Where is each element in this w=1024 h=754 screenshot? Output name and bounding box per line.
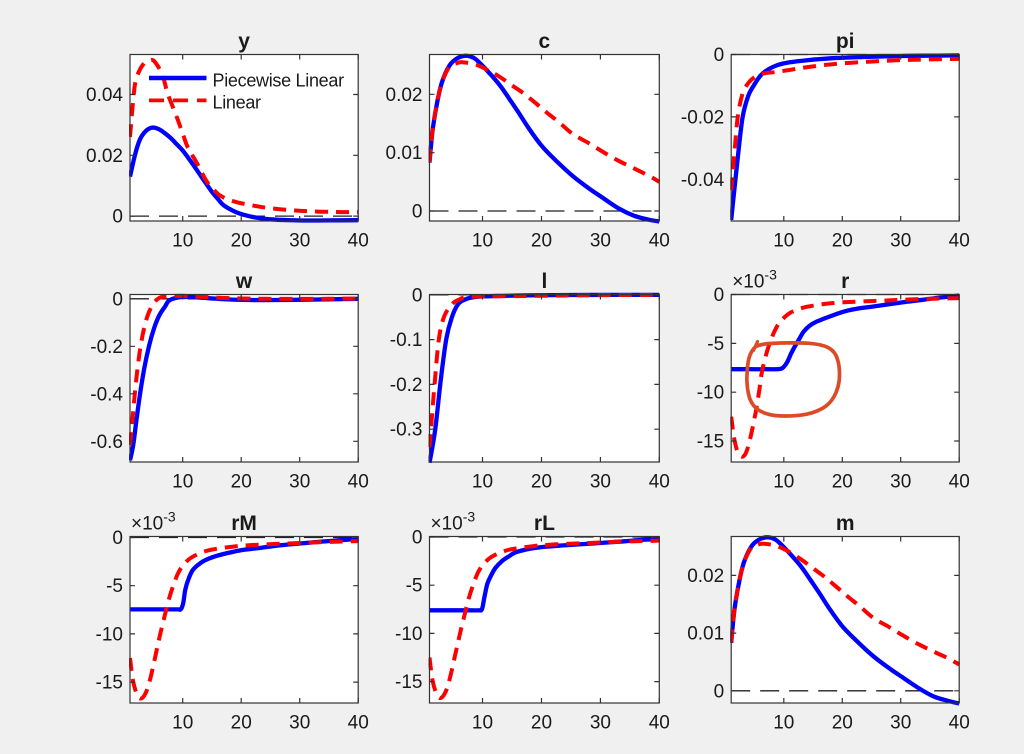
svg-text:30: 30 [890,713,911,734]
svg-text:20: 20 [832,472,853,493]
svg-text:10: 10 [773,713,794,734]
svg-text:0: 0 [412,285,423,306]
svg-text:40: 40 [649,472,670,493]
svg-text:30: 30 [289,713,310,734]
svg-text:-0.04: -0.04 [681,170,725,191]
svg-text:-0.2: -0.2 [90,337,123,358]
svg-text:-15: -15 [96,673,123,694]
svg-text:0: 0 [412,202,423,223]
svg-text:20: 20 [531,472,552,493]
svg-text:-15: -15 [697,432,724,453]
svg-text:30: 30 [890,472,911,493]
svg-text:10: 10 [472,713,493,734]
svg-text:10: 10 [172,713,193,734]
svg-text:m: m [836,512,855,535]
svg-text:40: 40 [949,713,970,734]
svg-text:-0.6: -0.6 [90,432,123,453]
svg-text:Piecewise Linear: Piecewise Linear [213,70,345,90]
svg-text:-0.4: -0.4 [90,384,123,405]
svg-text:0: 0 [714,681,725,702]
svg-text:30: 30 [289,472,310,493]
svg-text:40: 40 [649,231,670,252]
svg-text:30: 30 [289,231,310,252]
svg-text:r: r [841,270,849,293]
svg-text:pi: pi [836,30,855,53]
svg-text:40: 40 [348,231,369,252]
svg-text:-15: -15 [395,672,422,693]
svg-text:Linear: Linear [213,92,262,112]
svg-text:20: 20 [231,472,252,493]
svg-text:10: 10 [172,231,193,252]
svg-text:10: 10 [472,231,493,252]
svg-text:-10: -10 [395,624,422,645]
svg-text:30: 30 [590,713,611,734]
svg-text:10: 10 [773,472,794,493]
svg-text:40: 40 [649,713,670,734]
svg-text:0.01: 0.01 [386,143,423,164]
svg-text:10: 10 [472,472,493,493]
svg-text:0.01: 0.01 [687,624,724,645]
svg-text:c: c [539,30,551,53]
svg-text:20: 20 [531,713,552,734]
svg-text:0: 0 [714,45,725,66]
svg-text:-5: -5 [406,576,423,597]
svg-text:20: 20 [531,231,552,252]
svg-text:0.02: 0.02 [86,146,123,167]
svg-text:-0.02: -0.02 [681,107,724,128]
svg-text:40: 40 [949,231,970,252]
svg-text:-0.1: -0.1 [390,330,423,351]
svg-text:40: 40 [348,713,369,734]
svg-text:40: 40 [949,472,970,493]
svg-text:0: 0 [412,528,423,549]
svg-text:30: 30 [890,231,911,252]
svg-text:-5: -5 [707,334,724,355]
svg-text:20: 20 [832,231,853,252]
svg-text:0.04: 0.04 [86,85,123,106]
svg-text:0: 0 [714,285,725,306]
svg-text:10: 10 [172,472,193,493]
svg-text:w: w [235,270,253,293]
svg-text:20: 20 [231,713,252,734]
svg-text:rL: rL [534,512,555,535]
svg-text:30: 30 [590,472,611,493]
svg-text:-0.3: -0.3 [390,420,423,441]
svg-text:0.02: 0.02 [687,566,724,587]
svg-text:20: 20 [231,231,252,252]
svg-text:rM: rM [231,512,257,535]
svg-text:y: y [238,30,250,53]
svg-text:10: 10 [773,231,794,252]
svg-text:0: 0 [112,289,123,310]
svg-text:0: 0 [112,207,123,228]
svg-text:0: 0 [112,528,123,549]
svg-text:-5: -5 [106,576,123,597]
svg-text:-10: -10 [96,624,123,645]
svg-text:40: 40 [348,472,369,493]
svg-text:20: 20 [832,713,853,734]
svg-text:-0.2: -0.2 [390,375,423,396]
svg-text:0.02: 0.02 [386,85,423,106]
svg-text:l: l [541,270,547,293]
svg-text:30: 30 [590,231,611,252]
svg-text:-10: -10 [697,383,724,404]
